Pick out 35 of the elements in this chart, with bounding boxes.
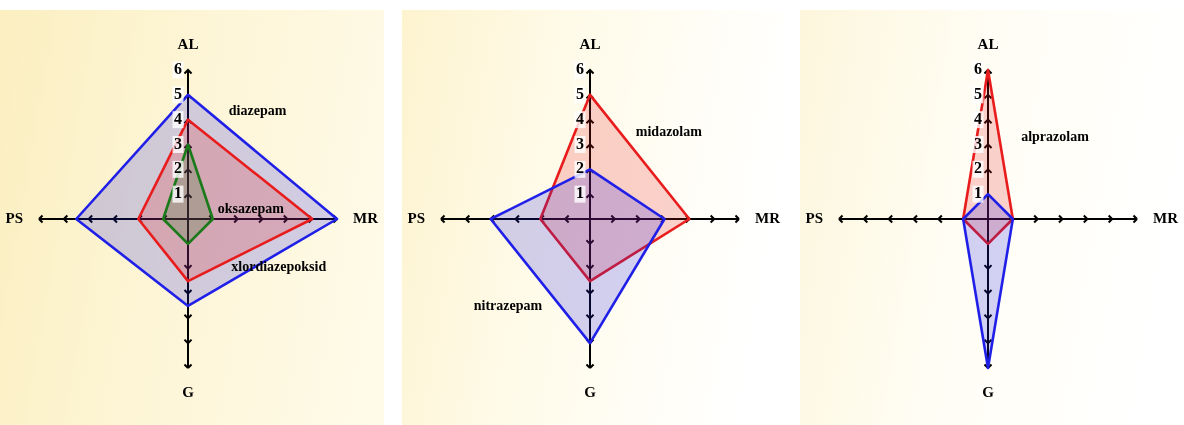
y-tick-label: 1: [974, 184, 982, 202]
spoke-label: G: [584, 383, 597, 400]
spoke-label: MR: [353, 209, 379, 226]
y-tick-label: 2: [974, 159, 982, 177]
series-label: alprazolam: [1021, 128, 1090, 144]
series-label: midazolam: [635, 123, 703, 139]
series-label: oksazepam: [217, 200, 285, 216]
spoke-label: AL: [177, 35, 199, 52]
y-tick-label: 2: [576, 159, 584, 177]
y-tick-label: 6: [174, 60, 182, 78]
y-tick-label: 4: [576, 109, 584, 127]
y-tick-label: 1: [576, 184, 584, 202]
spoke-label: PS: [5, 209, 23, 226]
spoke-label: G: [182, 383, 195, 400]
series-label: nitrazepam: [473, 297, 543, 313]
y-tick-label: 5: [174, 84, 182, 102]
y-tick-label: 4: [174, 109, 182, 127]
spoke-label: PS: [407, 209, 425, 226]
y-tick-label: 4: [974, 109, 982, 127]
spoke-label: PS: [805, 209, 823, 226]
series-label: diazepam: [228, 102, 287, 118]
y-tick-label: 3: [974, 134, 982, 152]
y-tick-label: 6: [576, 60, 584, 78]
y-tick-label: 5: [576, 84, 584, 102]
y-tick-label: 6: [974, 60, 982, 78]
spoke-label: MR: [755, 209, 781, 226]
y-tick-label: 2: [174, 159, 182, 177]
spoke-label: AL: [977, 35, 999, 52]
y-tick-label: 1: [174, 184, 182, 202]
y-tick-label: 5: [974, 84, 982, 102]
spoke-label: AL: [579, 35, 601, 52]
spoke-label: MR: [1153, 209, 1179, 226]
spoke-label: G: [982, 383, 995, 400]
y-tick-label: 3: [576, 134, 584, 152]
y-tick-label: 3: [174, 134, 182, 152]
